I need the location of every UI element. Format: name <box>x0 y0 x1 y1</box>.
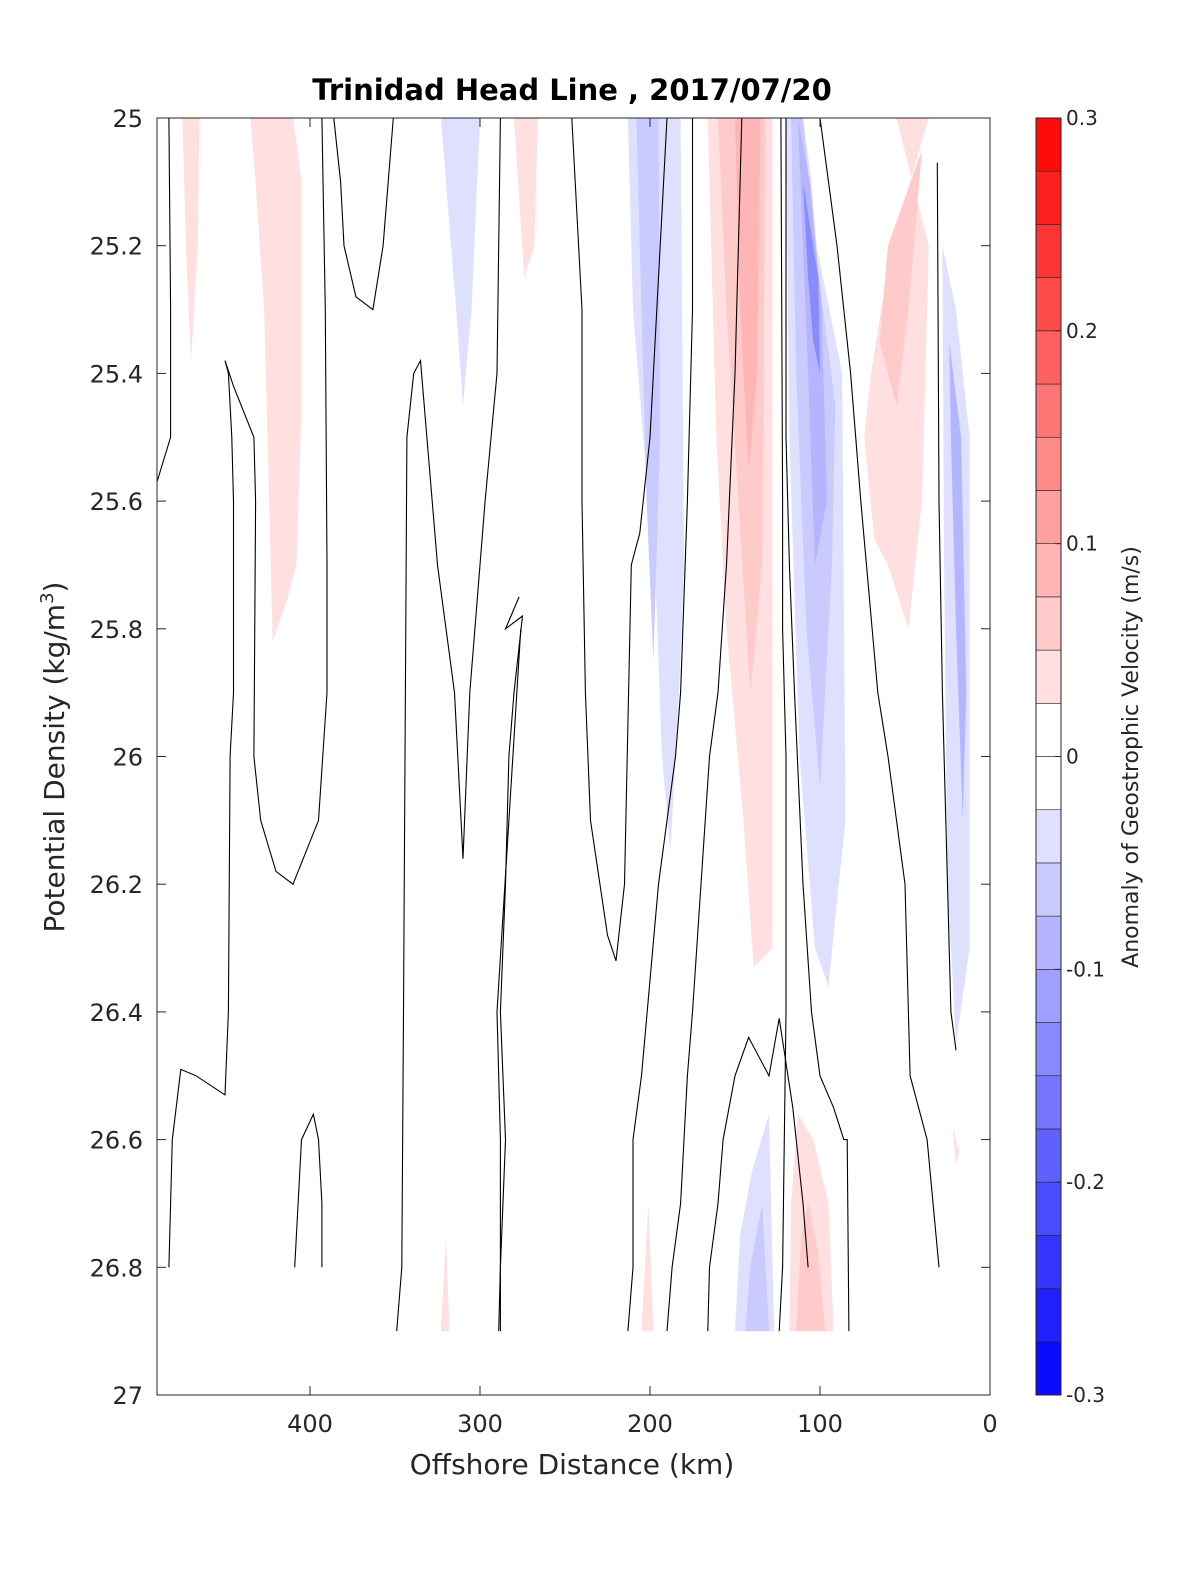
contour-line-8 <box>627 118 694 1332</box>
contour-fill-region-16 <box>949 341 967 821</box>
contour-line-7 <box>571 118 668 961</box>
contour-line-10 <box>707 1018 809 1332</box>
colorbar-band-8 <box>1035 915 1062 970</box>
contour-fill-region-18 <box>641 1203 654 1332</box>
colorbar-band-22 <box>1035 170 1062 225</box>
colorbar-band-4 <box>1035 1128 1062 1183</box>
colorbar-band-1 <box>1035 1288 1062 1343</box>
colorbar-band-7 <box>1035 969 1062 1023</box>
x-tick-label-3: 100 <box>797 1410 843 1438</box>
colorbar-bands <box>1035 117 1062 1396</box>
contour-line-3 <box>333 118 394 311</box>
x-axis-label: Offshore Distance (km) <box>410 1448 735 1481</box>
colorbar-tick-label-6: -0.3 <box>1066 1383 1105 1407</box>
chart-title: Trinidad Head Line , 2017/07/20 <box>312 73 832 107</box>
contour-line-4 <box>396 118 501 1332</box>
colorbar-tick-label-5: -0.2 <box>1066 1170 1105 1194</box>
colorbar-tick-label-0: 0.3 <box>1066 106 1098 130</box>
y-tick-label-2: 25.4 <box>90 360 143 388</box>
contour-fill-region-11 <box>797 118 827 565</box>
contour-line-0 <box>157 118 172 483</box>
contour-fill-region-3 <box>514 118 538 278</box>
contour-line-14 <box>936 162 957 1051</box>
colorbar-band-6 <box>1035 1022 1062 1077</box>
colorbar-band-18 <box>1035 383 1062 438</box>
colorbar-band-13 <box>1035 649 1062 704</box>
contour-fill-region-22 <box>796 1203 826 1332</box>
contour-fill-region-15 <box>942 245 970 1044</box>
colorbar-band-17 <box>1035 436 1062 491</box>
contour-lines <box>157 118 957 1332</box>
colorbar-band-15 <box>1035 543 1062 598</box>
contour-fill-region-17 <box>440 1235 450 1332</box>
colorbar-band-3 <box>1035 1181 1062 1236</box>
colorbar-tick-label-4: -0.1 <box>1066 957 1105 981</box>
contour-fill-region-1 <box>250 118 302 642</box>
y-tick-label-9: 26.8 <box>90 1254 143 1282</box>
contour-fill-region-14 <box>879 149 922 406</box>
colorbar-label: Anomaly of Geostrophic Velocity (m/s) <box>1119 546 1144 968</box>
contour-line-6 <box>496 628 522 1332</box>
colorbar-band-12 <box>1035 702 1062 757</box>
colorbar-band-9 <box>1035 862 1062 917</box>
colorbar-band-21 <box>1035 224 1062 278</box>
colorbar-band-10 <box>1035 809 1062 864</box>
y-axis-label: Potential Density (kg/m3) <box>37 582 71 933</box>
colorbar-band-16 <box>1035 490 1062 544</box>
y-axis-label-sup: 3 <box>37 592 58 603</box>
y-axis-ticks: 25 25.2 25.4 25.6 25.8 26 26.2 26.4 26.6 26.8 27 <box>90 105 990 1410</box>
contour-fill-region-12 <box>803 181 820 374</box>
x-tick-label-0: 400 <box>287 1410 333 1438</box>
contour-fill-region-0 <box>182 118 200 361</box>
colorbar-band-20 <box>1035 277 1062 332</box>
contour-line-1 <box>168 118 328 1268</box>
contour-line-13 <box>819 118 940 1268</box>
colorbar: 0.3 0.2 0.1 0 -0.1 -0.2 -0.3 Anomaly of Geostr… <box>1035 106 1144 1407</box>
contour-line-9 <box>666 118 743 1332</box>
colorbar-tick-label-2: 0.1 <box>1066 532 1098 556</box>
y-tick-label-1: 25.2 <box>90 233 143 261</box>
contour-line-5 <box>498 596 524 1332</box>
colorbar-tick-label-1: 0.2 <box>1066 319 1098 343</box>
y-tick-label-0: 25 <box>112 105 143 133</box>
contour-fill-region-8 <box>735 118 761 470</box>
colorbar-band-23 <box>1035 117 1062 172</box>
y-tick-label-5: 26 <box>112 744 143 772</box>
colorbar-band-2 <box>1035 1235 1062 1289</box>
colorbar-band-0 <box>1035 1341 1062 1396</box>
y-axis-label-main: Potential Density (kg/m <box>38 604 71 933</box>
colorbar-band-11 <box>1035 756 1062 811</box>
y-tick-label-3: 25.6 <box>90 488 143 516</box>
contour-fill-region-5 <box>636 118 661 661</box>
y-tick-label-10: 27 <box>112 1382 143 1410</box>
no-data-mask <box>803 118 885 374</box>
y-tick-label-4: 25.8 <box>90 616 143 644</box>
colorbar-tick-label-3: 0 <box>1066 745 1079 769</box>
y-axis-label-close: ) <box>38 582 71 593</box>
colorbar-band-14 <box>1035 596 1062 651</box>
y-tick-label-8: 26.6 <box>90 1127 143 1155</box>
contour-line-12 <box>785 118 850 1332</box>
x-tick-label-4: 0 <box>982 1410 997 1438</box>
colorbar-band-19 <box>1035 330 1062 385</box>
colorbar-band-5 <box>1035 1075 1062 1130</box>
y-tick-label-7: 26.4 <box>90 999 143 1027</box>
x-axis-ticks: 400 300 200 100 0 <box>287 118 998 1438</box>
filled-contours <box>182 118 970 1332</box>
contour-fill-region-2 <box>440 118 480 406</box>
x-tick-label-2: 200 <box>627 1410 673 1438</box>
colorbar-ticks: 0.3 0.2 0.1 0 -0.1 -0.2 -0.3 <box>1055 106 1105 1407</box>
contour-fill-region-20 <box>745 1203 769 1332</box>
contour-line-2 <box>294 1112 323 1268</box>
contour-fill-region-23 <box>952 1126 960 1166</box>
contour-line-11 <box>778 118 787 1332</box>
x-tick-label-1: 300 <box>457 1410 503 1438</box>
plot-area: 400 300 200 100 0 25 25.2 25.4 25.6 25.8 26 26.2 26… <box>90 105 998 1438</box>
y-tick-label-6: 26.2 <box>90 871 143 899</box>
